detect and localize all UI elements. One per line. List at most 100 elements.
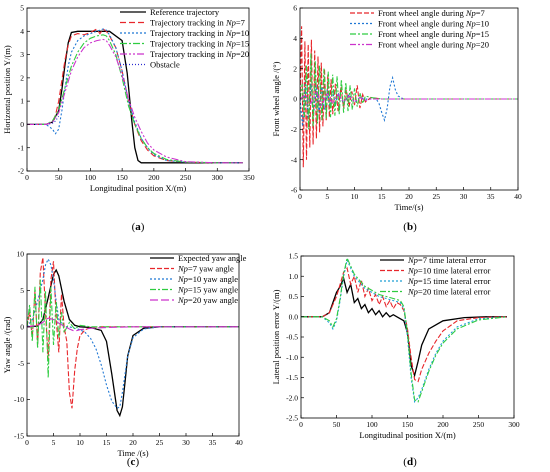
x-tick-label: 0 (298, 192, 302, 201)
x-tick-label: 35 (209, 438, 217, 447)
legend-label-a-4: Trajectory tracking in Np=15 (150, 39, 249, 49)
series-line-c-5 (27, 317, 239, 332)
x-tick-label: 10 (76, 438, 84, 447)
legend-label-c-3: Np=10 yaw angle (177, 274, 238, 284)
x-tick-label: 40 (235, 438, 243, 447)
y-tick-label: -2 (18, 167, 24, 176)
legend-label-b-2: Front wheel angle during Np=10 (378, 19, 489, 29)
x-tick-label: 30 (182, 438, 190, 447)
series-line-c-3 (27, 257, 239, 410)
legend-label-d-1: Np=7 time lateral error (407, 255, 486, 265)
x-tick-label: 15 (103, 438, 111, 447)
y-tick-label: 5 (20, 4, 24, 13)
y-tick-label: 0 (20, 120, 24, 129)
x-tick-label: 10 (351, 192, 359, 201)
series-line-b-4 (300, 89, 518, 107)
panel-caption-a: (a) (132, 221, 145, 233)
y-tick-label: -1.5 (286, 373, 298, 382)
legend-label-c-5: Np=20 yaw angle (177, 295, 238, 305)
legend-label-a-2: Trajectory tracking in Np=7 (150, 18, 245, 28)
x-tick-label: 250 (473, 420, 485, 429)
x-tick-label: 0 (25, 173, 29, 182)
x-tick-label: 0 (25, 438, 29, 447)
x-tick-label: 25 (156, 438, 164, 447)
y-axis-label: Lateral position error Y/(m) (271, 289, 281, 384)
y-tick-label: 3 (20, 50, 24, 59)
chart-panel-a: 0 50 100 150 200 250 300 350 -2 -1 0 1 2 3 4 5 Longitudi… (2, 4, 255, 233)
y-axis-label: Horizontal position Y/(m) (2, 45, 12, 134)
x-tick-label: 5 (325, 192, 329, 201)
x-tick-label: 100 (366, 420, 378, 429)
legend-label-a-3: Trajectory tracking in Np=10 (150, 28, 249, 38)
x-tick-label: 25 (433, 192, 441, 201)
x-tick-label: 30 (460, 192, 468, 201)
y-tick-label: 1 (20, 97, 24, 106)
x-axis-label: Longitudinal position X/(m) (359, 430, 455, 440)
x-tick-label: 5 (52, 438, 56, 447)
y-tick-label: 0 (20, 322, 24, 331)
panel-caption-d: (d) (403, 456, 417, 468)
x-tick-label: 150 (117, 173, 129, 182)
y-tick-label: 1.5 (289, 252, 299, 261)
x-axis-label: Longitudinal position X/(m) (90, 183, 186, 193)
y-tick-label: -4 (291, 155, 297, 164)
series-line-a-5 (27, 38, 243, 164)
legend-label-a-1: Reference trajectory (150, 7, 220, 17)
legend-label-d-3: Np=15 time lateral error (407, 276, 491, 286)
x-axis-label: Time /(s) (117, 448, 148, 458)
x-axis-label: Time/(s) (395, 202, 424, 212)
x-tick-label: 250 (180, 173, 192, 182)
x-tick-label: 15 (378, 192, 386, 201)
series-line-b-1 (300, 26, 518, 168)
y-axis-label: Yaw angle /(rad) (2, 316, 12, 373)
series-line-a-2 (27, 28, 243, 164)
x-tick-label: 50 (333, 420, 341, 429)
y-tick-label: 1.0 (289, 272, 299, 281)
legend-label-c-2: Np=7 yaw angle (177, 264, 234, 274)
legend-label-d-2: Np=10 time lateral error (407, 266, 491, 276)
y-tick-label: -2.0 (286, 393, 298, 402)
legend-label-c-1: Expected yaw angle (178, 253, 247, 263)
y-tick-label: -15 (14, 432, 24, 441)
y-tick-label: 2 (293, 64, 297, 73)
y-tick-label: 4 (20, 27, 24, 36)
y-tick-label: 2 (20, 73, 24, 82)
series-line-a-4 (27, 34, 243, 164)
y-tick-label: 0.0 (289, 312, 299, 321)
x-tick-label: 200 (437, 420, 449, 429)
x-tick-label: 50 (55, 173, 63, 182)
series-line-d-4 (301, 256, 507, 403)
y-tick-label: -5 (18, 359, 24, 368)
series-line-a-6 (49, 115, 60, 125)
chart-panel-d: 0 50 100 150 200 250 300 -2.5 -2.0 -1.5 -1.0 -0.5 0.… (271, 252, 520, 468)
x-tick-label: 350 (243, 173, 255, 182)
legend-label-b-3: Front wheel angle during Np=15 (378, 29, 489, 39)
x-tick-label: 300 (212, 173, 224, 182)
series-line-c-1 (27, 268, 239, 418)
legend-label-a-5: Trajectory tracking in Np=20 (150, 49, 249, 59)
y-tick-label: 0.5 (289, 292, 299, 301)
y-tick-label: 4 (293, 34, 297, 43)
series-line-d-2 (301, 266, 507, 383)
x-tick-label: 150 (402, 420, 414, 429)
y-tick-label: -10 (14, 395, 24, 404)
plot-frame-a (26, 7, 250, 172)
y-tick-label: 0 (293, 95, 297, 104)
y-tick-label: -0.5 (286, 333, 298, 342)
y-tick-label: 6 (293, 4, 297, 13)
series-line-d-1 (301, 276, 507, 378)
x-tick-label: 20 (129, 438, 137, 447)
x-tick-label: 0 (299, 420, 303, 429)
y-tick-label: 5 (20, 286, 24, 295)
x-tick-label: 300 (508, 420, 520, 429)
y-tick-label: -2 (291, 125, 297, 134)
legend-label-a-6: Obstacle (150, 60, 180, 70)
y-tick-label: -6 (291, 186, 297, 195)
chart-panel-c: 0 5 10 15 20 25 30 35 40 -15 -10 -5 0 5 10 Time /(s) Yaw… (2, 250, 247, 468)
series-line-c-4 (27, 279, 239, 378)
y-tick-label: -2.5 (286, 414, 298, 423)
series-line-a-1 (27, 30, 243, 164)
x-tick-label: 20 (405, 192, 413, 201)
chart-panel-b: 0 5 10 15 20 25 30 35 40 -6 -4 -2 0 2 4 6 Time/(s) Front … (271, 4, 522, 233)
